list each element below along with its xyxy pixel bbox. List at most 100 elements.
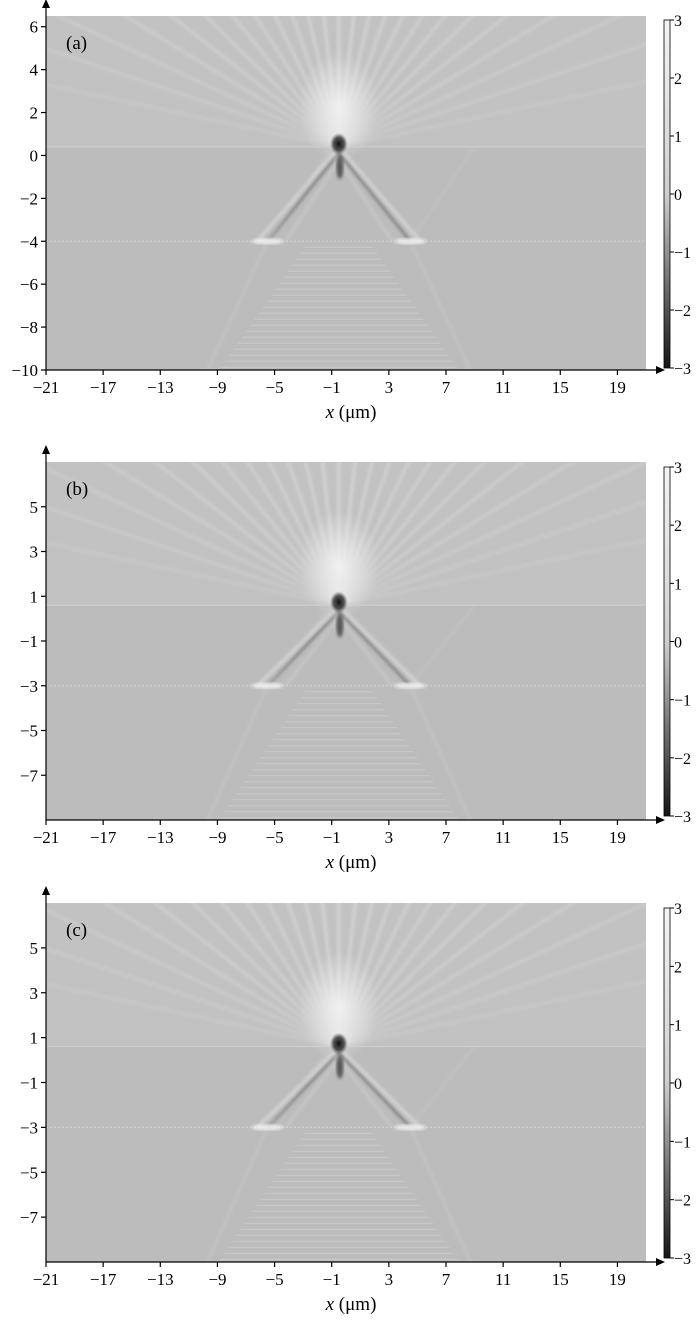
substrate-fringes [220, 1132, 458, 1260]
ray [102, 903, 340, 1048]
y-tick-label: −2 [20, 189, 38, 208]
y-tick-label: 4 [30, 61, 39, 80]
glow [298, 510, 379, 621]
ray [338, 16, 623, 149]
field-pattern [46, 16, 646, 370]
colorbar-tick-label: −2 [674, 751, 691, 768]
beam-reflected [266, 1046, 333, 1128]
ray [46, 47, 340, 149]
ray [338, 462, 525, 607]
beam-reflected [266, 604, 333, 687]
ray [338, 903, 646, 1048]
beam-faint [333, 152, 393, 242]
y-tick-label: −5 [20, 722, 38, 741]
ray [338, 42, 646, 149]
y-tick-label: 5 [30, 498, 39, 517]
beam-substrate [206, 1127, 269, 1262]
y-tick-label: −3 [20, 1118, 38, 1137]
ray [220, 903, 340, 1048]
x-axis-label: x (μm) [325, 852, 377, 873]
beam-reflected [409, 1046, 476, 1128]
beam-dark [338, 610, 412, 687]
glow [298, 951, 379, 1062]
ray [221, 462, 340, 606]
diagonal-beams [206, 1046, 476, 1262]
x-tick-label: −13 [147, 828, 174, 847]
ray [55, 16, 340, 149]
x-tick-label: 11 [495, 378, 511, 397]
x-axis-label: x (μm) [325, 1294, 377, 1315]
beam-faint [333, 610, 393, 687]
beam-substrate [409, 240, 472, 370]
x-tick-label: −21 [33, 378, 60, 397]
beam-bright [256, 610, 335, 687]
y-tick-label: 1 [30, 587, 39, 606]
colorbar-tick-label: 3 [674, 901, 682, 918]
x-axis-label-variable: x [325, 402, 335, 423]
y-tick-label: −1 [20, 632, 38, 651]
ray [338, 903, 525, 1048]
ray [231, 16, 340, 148]
colorbar: 3 2 1 0 −1 −2 −3 [663, 901, 691, 1268]
beam-faint [284, 152, 345, 242]
y-tick-label: −1 [20, 1074, 38, 1093]
ray [203, 16, 340, 148]
ray [46, 505, 340, 607]
colorbar: 3 2 1 0 −1 −2 −3 [663, 13, 691, 378]
ray [337, 16, 424, 148]
panel-label: (a) [66, 33, 87, 54]
source-hotspot [329, 1032, 348, 1055]
x-axis-label-unit: (μm) [334, 1294, 376, 1315]
interface-spot [251, 1124, 284, 1131]
panel-label: (c) [66, 920, 87, 941]
beam-substrate [206, 240, 269, 370]
ray [337, 16, 447, 148]
colorbar-tick-label: −2 [674, 303, 691, 320]
beam-substrate [409, 1127, 472, 1262]
ray [337, 903, 457, 1048]
substrate-fringes [220, 246, 457, 368]
y-axis-arrow [42, 886, 50, 895]
y-axis-arrow [42, 0, 50, 8]
source-hotspot [329, 132, 348, 155]
substrate-fringes [220, 691, 458, 819]
ray [338, 16, 555, 148]
x-tick-label: −21 [33, 828, 60, 847]
x-tick-label: 11 [495, 1270, 511, 1289]
beam-reflected [409, 604, 476, 687]
x-tick-label: −21 [33, 1270, 60, 1289]
x-axis-label: x (μm) [325, 402, 377, 423]
ray [338, 538, 646, 607]
x-tick-label: −17 [90, 1270, 117, 1289]
y-tick-label: −7 [20, 766, 39, 785]
ray [337, 903, 432, 1048]
beam-dark [266, 610, 340, 687]
colorbar-tick-label: 0 [674, 1076, 682, 1093]
ray [337, 16, 474, 148]
y-tick-label: 0 [30, 146, 39, 165]
x-tick-label: −17 [90, 378, 117, 397]
beam-bright [256, 152, 335, 242]
y-tick-label: −3 [20, 677, 38, 696]
x-tick-label: −17 [90, 828, 117, 847]
panel-label: (b) [66, 479, 88, 500]
x-tick-label: 19 [609, 378, 626, 397]
y-tick-label: 3 [30, 984, 39, 1003]
x-tick-label: 3 [385, 378, 394, 397]
beam-dark [338, 1051, 412, 1129]
x-tick-label: −1 [323, 378, 341, 397]
colorbar-tick-label: 3 [674, 460, 682, 477]
axes [45, 893, 656, 1263]
colorbar-gradient [663, 907, 671, 1259]
x-tick-label: −9 [208, 828, 226, 847]
interface-spot [394, 682, 427, 689]
ray [338, 16, 509, 148]
beam-reflected [266, 146, 333, 242]
ray [337, 462, 432, 606]
colorbar-tick-label: 1 [674, 129, 682, 146]
colorbar-tick-label: 1 [674, 576, 682, 593]
ray [338, 80, 646, 149]
interface-spot [394, 238, 427, 245]
